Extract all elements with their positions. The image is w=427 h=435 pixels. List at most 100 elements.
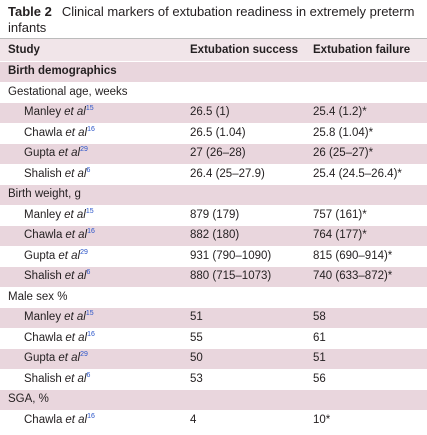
study: Chawla et al16: [24, 329, 95, 349]
data-row: Gupta et al29 50 51: [0, 349, 427, 369]
reference: 6: [86, 269, 91, 276]
table-caption: Clinical markers of extubation readiness…: [8, 4, 415, 35]
reference: 29: [80, 351, 88, 358]
failure-value: 25.8 (1.04)*: [313, 126, 374, 139]
success-value: 26.5 (1.04): [190, 126, 246, 139]
study: Chawla et al16: [24, 124, 95, 144]
author: Chawla: [24, 413, 63, 426]
reference: 6: [86, 166, 91, 174]
author: Manley: [24, 311, 62, 323]
study: Shalish et al6: [24, 370, 90, 390]
author: Manley: [24, 208, 62, 221]
failure-value: 51: [313, 352, 326, 364]
study: Gupta et al29: [24, 247, 88, 267]
data-row: Manley et al15 879 (179) 757 (161)*: [0, 206, 427, 226]
study: Manley et al15: [24, 308, 94, 328]
reference: 6: [86, 371, 91, 379]
group-row: Male sex %: [0, 288, 427, 308]
table-body: Study Extubation success Extubation failur…: [0, 38, 427, 430]
data-row: Chawla et al16 26.5 (1.04) 25.8 (1.04)*: [0, 124, 427, 144]
author: Chawla: [24, 126, 63, 139]
data-row: Shalish et al6 53 56: [0, 370, 427, 390]
study: Chawla et al16: [24, 226, 95, 246]
et-al: et al: [65, 126, 88, 139]
table-label: Table 2: [8, 4, 52, 19]
failure-value: 10*: [313, 413, 331, 426]
et-al: et al: [58, 352, 81, 364]
failure-value: 61: [313, 331, 326, 344]
header-row: Study Extubation success Extubation failur…: [0, 38, 427, 61]
success-value: 4: [190, 413, 197, 426]
caption: Table 2 Clinical markers of extubation re…: [0, 0, 427, 38]
et-al: et al: [64, 167, 87, 180]
author: Gupta: [24, 147, 56, 159]
success-value: 26.5 (1): [190, 106, 230, 118]
study: Gupta et al29: [24, 144, 88, 164]
failure-value: 757 (161)*: [313, 208, 367, 221]
success-value: 882 (180): [190, 229, 240, 241]
group-row: Birth weight, g: [0, 185, 427, 205]
et-al: et al: [65, 229, 88, 241]
group-label: SGA, %: [8, 393, 49, 405]
data-row: Chawla et al16 4 10*: [0, 411, 427, 431]
et-al: et al: [64, 270, 87, 282]
group-row: SGA, %: [0, 390, 427, 410]
data-row: Chawla et al16 882 (180) 764 (177)*: [0, 226, 427, 246]
data-row: Manley et al15 51 58: [0, 308, 427, 328]
author: Shalish: [24, 270, 62, 282]
reference: 15: [85, 105, 94, 112]
reference: 16: [87, 125, 95, 133]
study: Chawla et al16: [24, 411, 95, 431]
failure-value: 815 (690–914)*: [313, 249, 393, 262]
data-row: Shalish et al6 880 (715–1073) 740 (633–872)…: [0, 267, 427, 287]
author: Chawla: [24, 229, 63, 241]
success-value: 50: [190, 352, 203, 364]
success-value: 931 (790–1090): [190, 249, 272, 262]
section-row: Birth demographics: [0, 62, 427, 82]
success-value: 26.4 (25–27.9): [190, 167, 265, 180]
author: Shalish: [24, 372, 62, 385]
study: Gupta et al29: [24, 349, 88, 369]
study: Shalish et al6: [24, 267, 90, 287]
section-title: Birth demographics: [8, 65, 117, 77]
data-row: Gupta et al29 931 (790–1090) 815 (690–914)*: [0, 247, 427, 267]
failure-value: 740 (633–872)*: [313, 270, 393, 282]
study: Manley et al15: [24, 103, 94, 123]
reference: 29: [80, 146, 88, 153]
data-row: Gupta et al29 27 (26–28) 26 (25–27)*: [0, 144, 427, 164]
success-value: 880 (715–1073): [190, 270, 272, 282]
success-value: 55: [190, 331, 203, 344]
failure-value: 25.4 (24.5–26.4)*: [313, 167, 402, 180]
et-al: et al: [64, 208, 86, 221]
et-al: et al: [64, 372, 87, 385]
et-al: et al: [64, 311, 86, 323]
author: Gupta: [24, 352, 56, 364]
failure-value: 56: [313, 372, 326, 385]
author: Gupta: [24, 249, 56, 262]
reference: 16: [87, 412, 95, 420]
success-value: 879 (179): [190, 208, 240, 221]
data-row: Shalish et al6 26.4 (25–27.9) 25.4 (24.5–26…: [0, 165, 427, 185]
group-row: Gestational age, weeks: [0, 83, 427, 103]
data-row: Chawla et al16 55 61: [0, 329, 427, 349]
group-label: Male sex %: [8, 290, 68, 303]
study: Shalish et al6: [24, 165, 90, 185]
column-header: Extubation success: [190, 44, 299, 56]
failure-value: 764 (177)*: [313, 229, 367, 241]
author: Manley: [24, 106, 62, 118]
reference: 29: [80, 248, 88, 256]
reference: 16: [87, 330, 95, 338]
success-value: 27 (26–28): [190, 147, 246, 159]
group-label: Gestational age, weeks: [8, 85, 128, 98]
et-al: et al: [65, 331, 88, 344]
et-al: et al: [58, 147, 81, 159]
success-value: 53: [190, 372, 203, 385]
failure-value: 25.4 (1.2)*: [313, 106, 367, 118]
reference: 15: [85, 310, 94, 317]
reference: 15: [85, 207, 94, 215]
reference: 16: [87, 228, 95, 235]
success-value: 51: [190, 311, 203, 323]
et-al: et al: [64, 106, 86, 118]
author: Shalish: [24, 167, 62, 180]
